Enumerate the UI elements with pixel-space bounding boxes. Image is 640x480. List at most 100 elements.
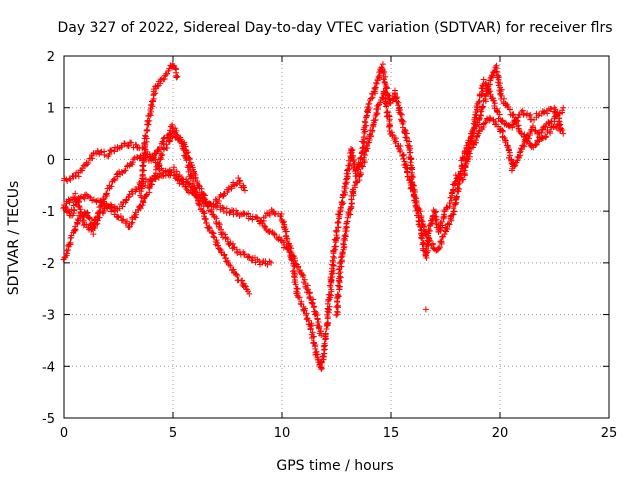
data-point-marker [362,119,369,126]
data-point-marker [358,150,365,157]
data-point-marker [454,193,461,200]
data-point-marker [208,208,215,215]
data-point-marker [241,184,248,191]
data-point-marker [184,149,191,156]
data-point-marker [426,227,433,234]
data-point-marker [392,140,399,147]
data-point-marker [67,176,74,183]
data-point-marker [271,231,278,238]
data-point-marker [451,208,458,215]
data-point-marker [556,122,563,129]
data-point-marker [288,256,295,263]
data-point-marker [494,68,501,75]
plot-frame [63,55,610,419]
data-point-marker [484,84,491,91]
data-point-marker [227,262,234,269]
data-point-marker [532,142,539,149]
data-point-marker [420,240,427,247]
y-tick-label: -2 [42,257,55,272]
data-point-marker [408,184,415,191]
data-point-marker [519,107,526,114]
data-point-marker [538,135,545,142]
data-point-marker [476,98,483,105]
data-point-marker [361,152,368,159]
data-point-marker [142,133,149,140]
y-tick-label: -3 [42,309,55,324]
data-point-marker [383,103,390,110]
data-point-marker [515,153,522,160]
data-point-marker [158,152,165,159]
data-point-marker [499,117,506,124]
data-point-marker [318,365,325,372]
data-point-marker [351,184,358,191]
data-point-marker [97,149,104,156]
data-point-marker [338,263,345,270]
data-point-marker [144,121,151,128]
y-tick-label: -1 [42,205,55,220]
data-point-marker [147,106,154,113]
data-point-marker [111,148,118,155]
data-point-marker [474,134,481,141]
data-point-marker [455,181,462,188]
data-point-marker [314,316,321,323]
data-point-marker [379,61,386,68]
data-point-marker [228,207,235,214]
data-point-marker [201,216,208,223]
data-point-marker [348,147,355,154]
data-point-marker [340,200,347,207]
data-point-marker [288,249,295,256]
data-point-marker [502,139,509,146]
data-point-marker [196,201,203,208]
data-point-marker [164,144,171,151]
data-point-marker [292,281,299,288]
x-tick-label: 0 [60,426,68,441]
data-point-marker [70,210,77,217]
data-point-marker [337,204,344,211]
data-point-marker [311,340,318,347]
data-point-marker [560,130,567,137]
data-point-marker [341,185,348,192]
data-point-marker [317,364,324,371]
data-point-marker [193,190,200,197]
data-point-marker [112,208,119,215]
data-point-marker [452,178,459,185]
data-point-marker [410,193,417,200]
data-point-marker [303,310,310,317]
data-point-marker [233,271,240,278]
data-point-marker [182,153,189,160]
data-markers [60,61,567,373]
data-point-marker [344,218,351,225]
data-point-marker [145,184,152,191]
y-axis-title: SDTVAR / TECUs [6,181,22,296]
data-point-marker [280,239,287,246]
data-point-marker [156,144,163,151]
data-point-marker [189,166,196,173]
data-point-marker [309,329,316,336]
data-point-marker [371,85,378,92]
data-point-marker [448,217,455,224]
data-point-marker [380,76,387,83]
data-point-marker [137,192,144,199]
data-point-marker [504,142,511,149]
data-point-marker [439,222,446,229]
data-point-marker [409,185,416,192]
data-point-marker [330,248,337,255]
data-point-marker [281,224,288,231]
data-point-marker [338,254,345,261]
data-point-marker [358,162,365,169]
data-point-marker [198,205,205,212]
data-point-marker [324,314,331,321]
data-point-marker [329,270,336,277]
data-point-marker [147,102,154,109]
data-point-marker [186,156,193,163]
data-point-marker [480,120,487,127]
data-point-marker [396,104,403,111]
data-point-marker [206,224,213,231]
data-point-marker [310,304,317,311]
data-point-marker [291,273,298,280]
data-point-marker [80,222,87,229]
data-point-marker [440,233,447,240]
data-point-marker [517,130,524,137]
data-point-marker [426,237,433,244]
